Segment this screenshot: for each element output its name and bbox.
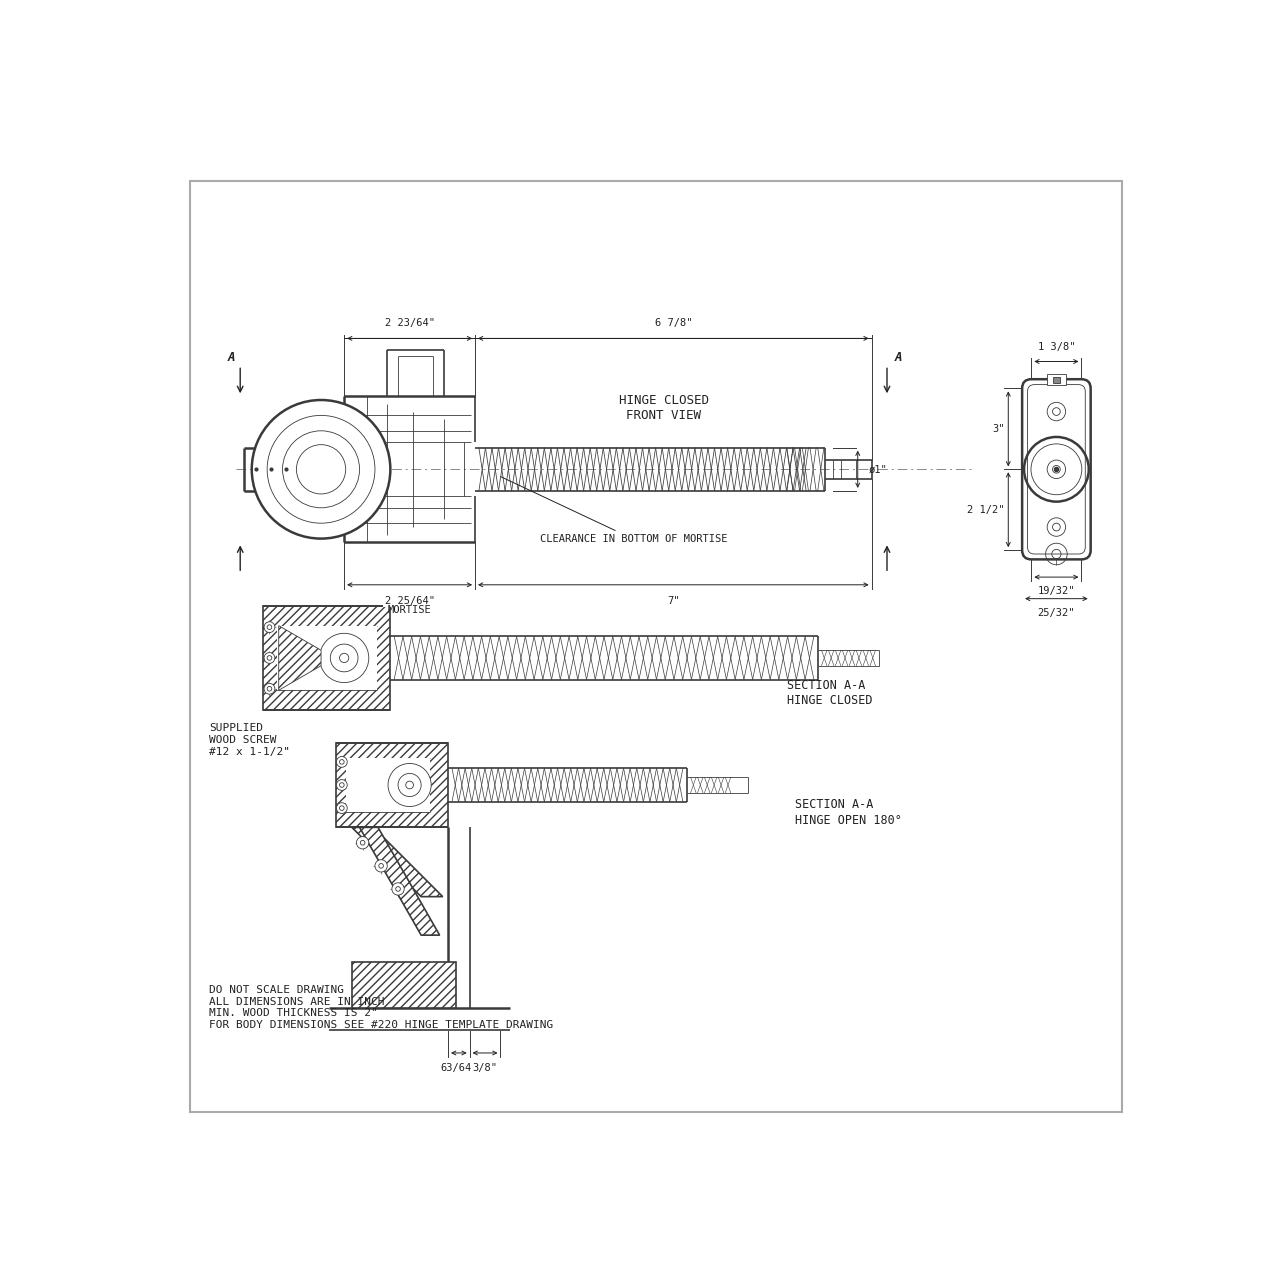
Circle shape [339, 759, 344, 764]
Circle shape [264, 684, 275, 694]
Circle shape [339, 782, 344, 787]
Text: SUPPLIED
WOOD SCREW
#12 x 1-1/2": SUPPLIED WOOD SCREW #12 x 1-1/2" [210, 723, 291, 756]
Circle shape [268, 625, 271, 630]
Text: ø1": ø1" [869, 465, 887, 475]
Text: A: A [228, 352, 234, 365]
Circle shape [356, 837, 369, 849]
Bar [352, 963, 456, 1009]
Circle shape [330, 644, 358, 672]
Text: SECTION A-A
HINGE OPEN 180°: SECTION A-A HINGE OPEN 180° [795, 799, 901, 827]
Bar [1047, 374, 1066, 384]
Bar [1052, 376, 1060, 383]
Circle shape [337, 803, 347, 814]
Circle shape [361, 841, 365, 845]
Circle shape [388, 763, 431, 806]
Polygon shape [352, 827, 443, 897]
Bar [346, 758, 430, 812]
Text: 25/32": 25/32" [1038, 608, 1075, 618]
Text: 19/32": 19/32" [1038, 586, 1075, 596]
Text: MORTISE: MORTISE [388, 605, 431, 614]
Text: A: A [895, 352, 902, 365]
Circle shape [337, 756, 347, 767]
Text: 2 1/2": 2 1/2" [966, 504, 1005, 515]
Text: DO NOT SCALE DRAWING
ALL DIMENSIONS ARE IN INCH
MIN. WOOD THICKNESS IS 2"
FOR BO: DO NOT SCALE DRAWING ALL DIMENSIONS ARE … [210, 986, 554, 1030]
Text: 3/8": 3/8" [472, 1062, 498, 1073]
Polygon shape [360, 827, 439, 936]
Circle shape [268, 655, 271, 660]
Circle shape [406, 781, 413, 788]
Text: 63/64": 63/64" [440, 1062, 477, 1073]
Text: 2 25/64": 2 25/64" [384, 595, 435, 605]
Circle shape [339, 806, 344, 810]
Circle shape [320, 634, 369, 682]
Bar [337, 742, 448, 827]
FancyBboxPatch shape [1023, 379, 1091, 559]
Bar [264, 605, 390, 710]
Text: 1 3/8": 1 3/8" [1038, 342, 1075, 352]
Text: SECTION A-A
HINGE CLOSED: SECTION A-A HINGE CLOSED [787, 680, 873, 707]
Circle shape [339, 653, 348, 663]
Circle shape [379, 864, 384, 868]
Text: CLEARANCE IN BOTTOM OF MORTISE: CLEARANCE IN BOTTOM OF MORTISE [500, 476, 728, 544]
Circle shape [264, 653, 275, 663]
Circle shape [252, 399, 390, 539]
Circle shape [375, 860, 388, 872]
Circle shape [337, 780, 347, 790]
Circle shape [398, 773, 421, 796]
Text: 7": 7" [667, 595, 680, 605]
Circle shape [264, 622, 275, 632]
Polygon shape [279, 626, 321, 690]
Circle shape [268, 686, 271, 691]
Circle shape [396, 887, 401, 891]
FancyBboxPatch shape [1028, 384, 1085, 554]
Text: 6 7/8": 6 7/8" [654, 317, 692, 328]
Circle shape [392, 883, 404, 895]
Bar [278, 626, 378, 690]
Text: HINGE CLOSED
FRONT VIEW: HINGE CLOSED FRONT VIEW [618, 394, 709, 421]
Text: 2 23/64": 2 23/64" [384, 317, 435, 328]
Text: 3": 3" [992, 424, 1005, 434]
